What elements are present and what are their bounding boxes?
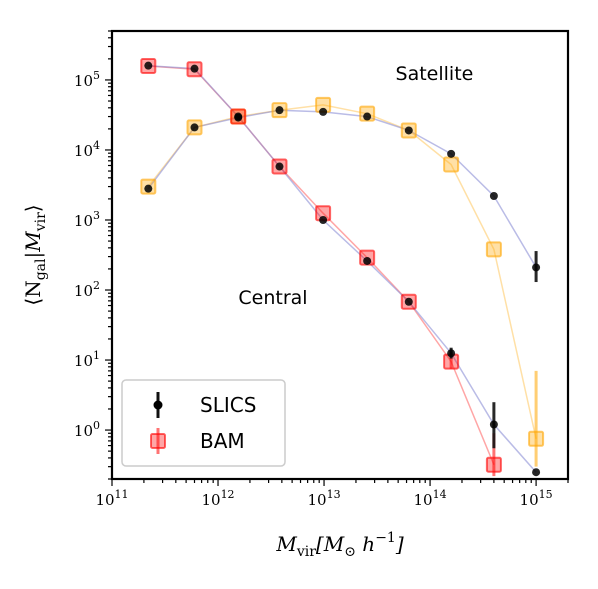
slics-central-point [447,349,456,358]
y-axis-title-group: ⟨Ngal|Mvir⟩ [21,204,49,305]
slics-satellite-point [275,106,284,115]
bam-satellite-point [528,430,545,447]
slics-satellite-point [532,263,541,272]
y-tick-label: 105 [74,69,100,90]
slics-central-point [404,297,413,306]
x-tick-label: 1013 [307,488,340,509]
legend-slics-label: SLICS [200,393,256,417]
bam-satellite-point [443,156,460,173]
slics-central-point [532,468,541,477]
legend-bam-marker [150,433,166,449]
slics-central-point [275,162,284,171]
y-tick-label: 100 [74,419,100,440]
slics-satellite-point [319,107,328,116]
x-tick-label: 1012 [201,488,234,509]
y-tick-label: 101 [74,349,100,370]
plot-frame [110,29,570,481]
x-tick-label: 1014 [414,488,447,509]
x-tick-label: 1011 [95,488,128,509]
slics-satellite-point [190,123,199,132]
legend-slics-marker [153,400,163,410]
plot-content [110,29,570,481]
slics-satellite-line [147,109,537,268]
axis-titles: Mvir[M⊙ h−1] ⟨Ngal|Mvir⟩ [21,204,404,560]
x-tick-label: 1015 [520,488,553,509]
slics-central-line [148,64,537,473]
slics-central-point [489,420,498,429]
bam-central-point [485,456,502,473]
slics-satellite-point [363,112,372,121]
y-tick-label: 104 [74,139,100,160]
ticks: 1011 1012 1013 1014 1015 100 101 102 103 104 105 [74,30,569,509]
legend: SLICS BAM [121,379,286,467]
slics-central-point [234,112,243,121]
slics-central-point [190,64,199,73]
annotations: Satellite Central [238,63,473,309]
annotation-satellite: Satellite [396,63,474,85]
slics-central-point [319,215,328,224]
slics-satellite-point [144,184,153,193]
y-tick-label: 103 [74,209,100,230]
slics-central-point [363,256,372,265]
slics-satellite-point [489,192,498,201]
y-axis-title: ⟨Ngal|Mvir⟩ [21,204,49,305]
annotation-central: Central [238,287,307,309]
slics-satellite-point [404,126,413,135]
legend-box [121,379,286,467]
legend-bam-label: BAM [200,429,245,453]
y-tick-label: 102 [74,279,100,300]
slics-satellite-point [447,149,456,158]
bam-satellite-point [485,241,502,258]
x-axis-title: Mvir[M⊙ h−1] [275,530,403,560]
plot-area [140,58,545,477]
slics-central-point [144,61,153,70]
